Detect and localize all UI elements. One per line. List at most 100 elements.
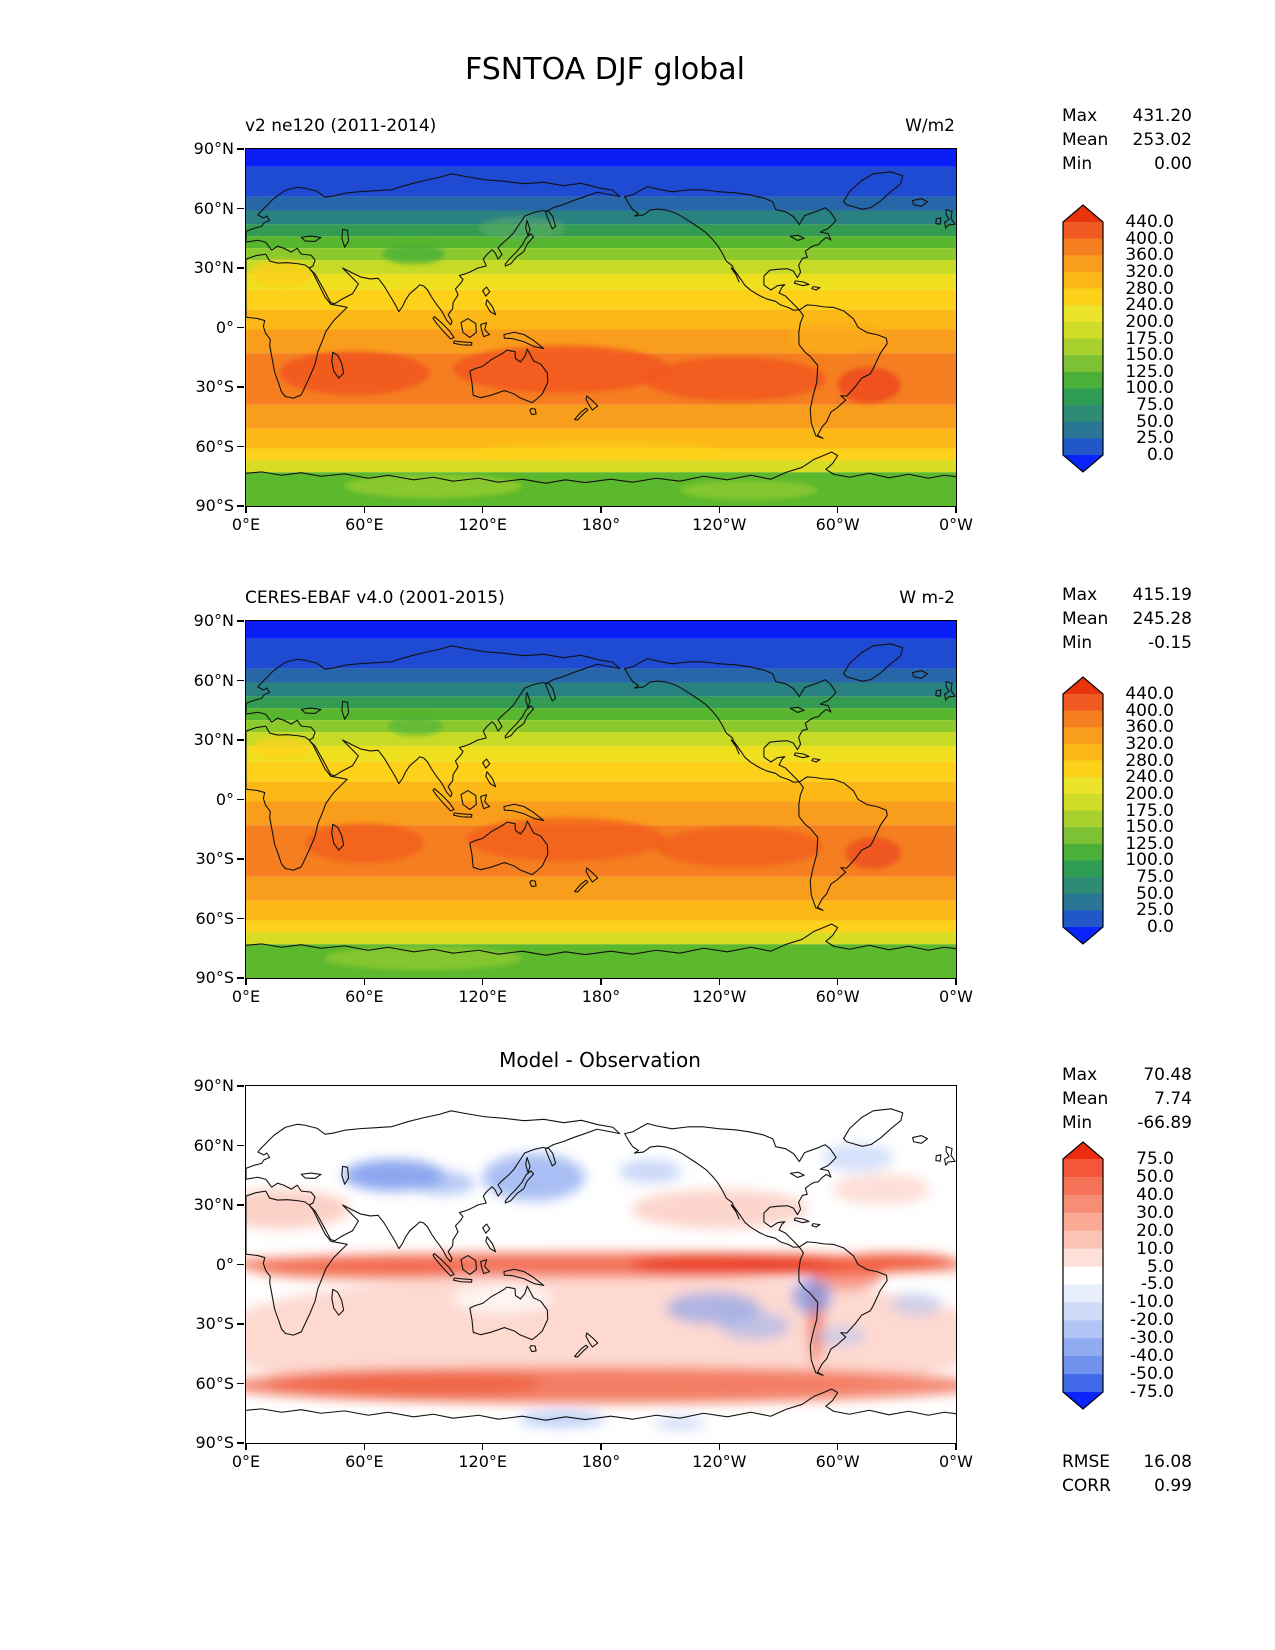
y-axis-tick [237,386,245,388]
y-axis-label: 90°N [193,139,234,158]
colorbar-tick-label: 360.0 [1125,245,1174,266]
x-axis-tick [245,1443,247,1450]
colorbar-tick-label: 100.0 [1125,378,1174,399]
y-axis-label: 30°S [195,1314,234,1333]
coastline [246,1108,956,1421]
x-axis-label: 0°E [231,1452,261,1471]
x-axis-tick [718,506,721,513]
colorbar-difference: 75.0 50.0 40.0 30.0 20.0 10.0 5.0 -5.0 -10.0 -20.… [1062,1141,1177,1414]
colorbar-model: 440.0 400.0 360.0 320.0 280.0 240.0 200.0 175.0… [1062,204,1177,477]
colorbar-observation: 440.0 400.0 360.0 320.0 280.0 240.0 200.0 175.0… [1062,676,1177,949]
stat-label: Mean [1062,609,1109,629]
stat-value: -0.15 [1148,633,1192,653]
colorbar-tick-label: 100.0 [1125,850,1174,871]
x-axis-tick [600,978,602,985]
y-axis-label: 90°N [193,1076,234,1095]
stat-value: 245.28 [1132,609,1192,629]
y-axis-tick [237,679,245,682]
x-axis-label: 0°E [231,515,261,534]
coastline [246,171,956,484]
stat-value: 0.00 [1154,154,1192,174]
y-axis-tick [237,1263,245,1266]
stat-value: 70.48 [1143,1065,1192,1085]
y-axis-tick [237,1442,245,1444]
stats-difference: Max 70.48 Mean 7.74 Min -66.89 [1062,1063,1192,1135]
y-axis-label: 60°S [195,436,234,456]
stat-row: Min -0.15 [1062,631,1192,655]
colorbar-tick-label: 50.0 [1136,1166,1174,1187]
map-svg [246,621,956,978]
y-axis-label: 90°S [195,968,234,987]
stat-value: 431.20 [1132,106,1192,126]
map-observation: 90°N 60°N 30°N 0° 30°S 60°S 90°S 0°E 60°E 120°E 18… [194,611,973,1006]
x-axis-label: 0°W [939,515,973,534]
y-axis-label: 0° [215,789,234,809]
colorbar-tick-label: 280.0 [1125,750,1174,771]
colorbar-tick-label: 50.0 [1136,883,1174,904]
y-axis-label: 90°S [195,1433,234,1452]
stat-row: Min 0.00 [1062,152,1192,176]
y-axis-label: 0° [215,1254,234,1274]
panel1-units: W/m2 [905,116,955,136]
x-axis-label: 60°W [815,987,860,1006]
colorbar-tick-label: 440.0 [1125,212,1174,232]
colorbar-tick-label: 200.0 [1125,311,1174,332]
stat-value: 0.99 [1154,1476,1192,1496]
colorbar-tick-label: -40.0 [1130,1346,1174,1367]
colorbar-tick-label: 150.0 [1125,817,1174,838]
stat-label: Mean [1062,130,1109,150]
colorbar-tick-label: 75.0 [1136,867,1174,888]
y-axis-tick [237,620,245,622]
y-axis-tick [237,326,245,329]
x-axis-tick [600,1443,602,1450]
stat-value: 253.02 [1132,130,1192,150]
colorbar-tick-label: -5.0 [1140,1274,1174,1295]
stat-label: Max [1062,1065,1098,1085]
stat-value: -66.89 [1137,1113,1192,1133]
colorbar-tick-label: 150.0 [1125,345,1174,366]
y-axis-tick [237,1085,245,1087]
colorbar-tick-label: -30.0 [1130,1328,1174,1349]
map-svg [246,1086,956,1443]
map-svg [246,149,956,506]
colorbar-tick-label: 440.0 [1125,684,1174,704]
x-axis-label: 60°W [815,1452,860,1471]
y-axis-label: 30°S [195,849,234,868]
x-axis-tick [363,506,366,513]
panel3-title: Model - Observation [499,1048,701,1072]
y-axis-tick [237,1204,245,1206]
contour-blobs [249,216,901,501]
x-axis-label: 180° [581,515,621,534]
contour-blobs [246,1143,956,1431]
colorbar-tick-label: 5.0 [1146,1256,1174,1277]
x-axis-tick [955,1443,957,1450]
stat-label: Mean [1062,1089,1109,1109]
contour-blobs [251,716,901,971]
stat-label: Max [1062,106,1098,126]
x-axis-tick [836,1443,839,1450]
x-axis-tick [363,978,366,985]
colorbar-tick-label: 50.0 [1136,411,1174,432]
x-axis-tick [718,1443,721,1450]
x-axis-label: 180° [581,1452,621,1471]
contour-bands [246,621,956,978]
stat-value: 7.74 [1154,1089,1192,1109]
y-axis-tick [237,505,245,507]
panel2-header: CERES-EBAF v4.0 (2001-2015) W m-2 [245,588,955,608]
x-axis-tick [245,978,247,985]
colorbar-tick-label: 400.0 [1125,228,1174,249]
panel2-subtitle: CERES-EBAF v4.0 (2001-2015) [245,588,505,608]
colorbar-tick-label: 320.0 [1125,261,1174,282]
y-axis-tick [237,858,245,860]
colorbar-tick-label: 10.0 [1136,1238,1174,1259]
coastline [246,643,956,956]
colorbar-tick-label: 125.0 [1125,833,1174,854]
y-axis-label: 30°S [195,377,234,396]
colorbar-tick-label: 240.0 [1125,767,1174,788]
x-axis-label: 60°E [345,515,384,534]
x-axis-label: 0°W [939,987,973,1006]
stat-row: Max 70.48 [1062,1063,1192,1087]
y-axis-tick [237,1382,245,1385]
stat-row: CORR 0.99 [1062,1474,1192,1498]
colorbar-tick-label: 0.0 [1146,445,1174,465]
